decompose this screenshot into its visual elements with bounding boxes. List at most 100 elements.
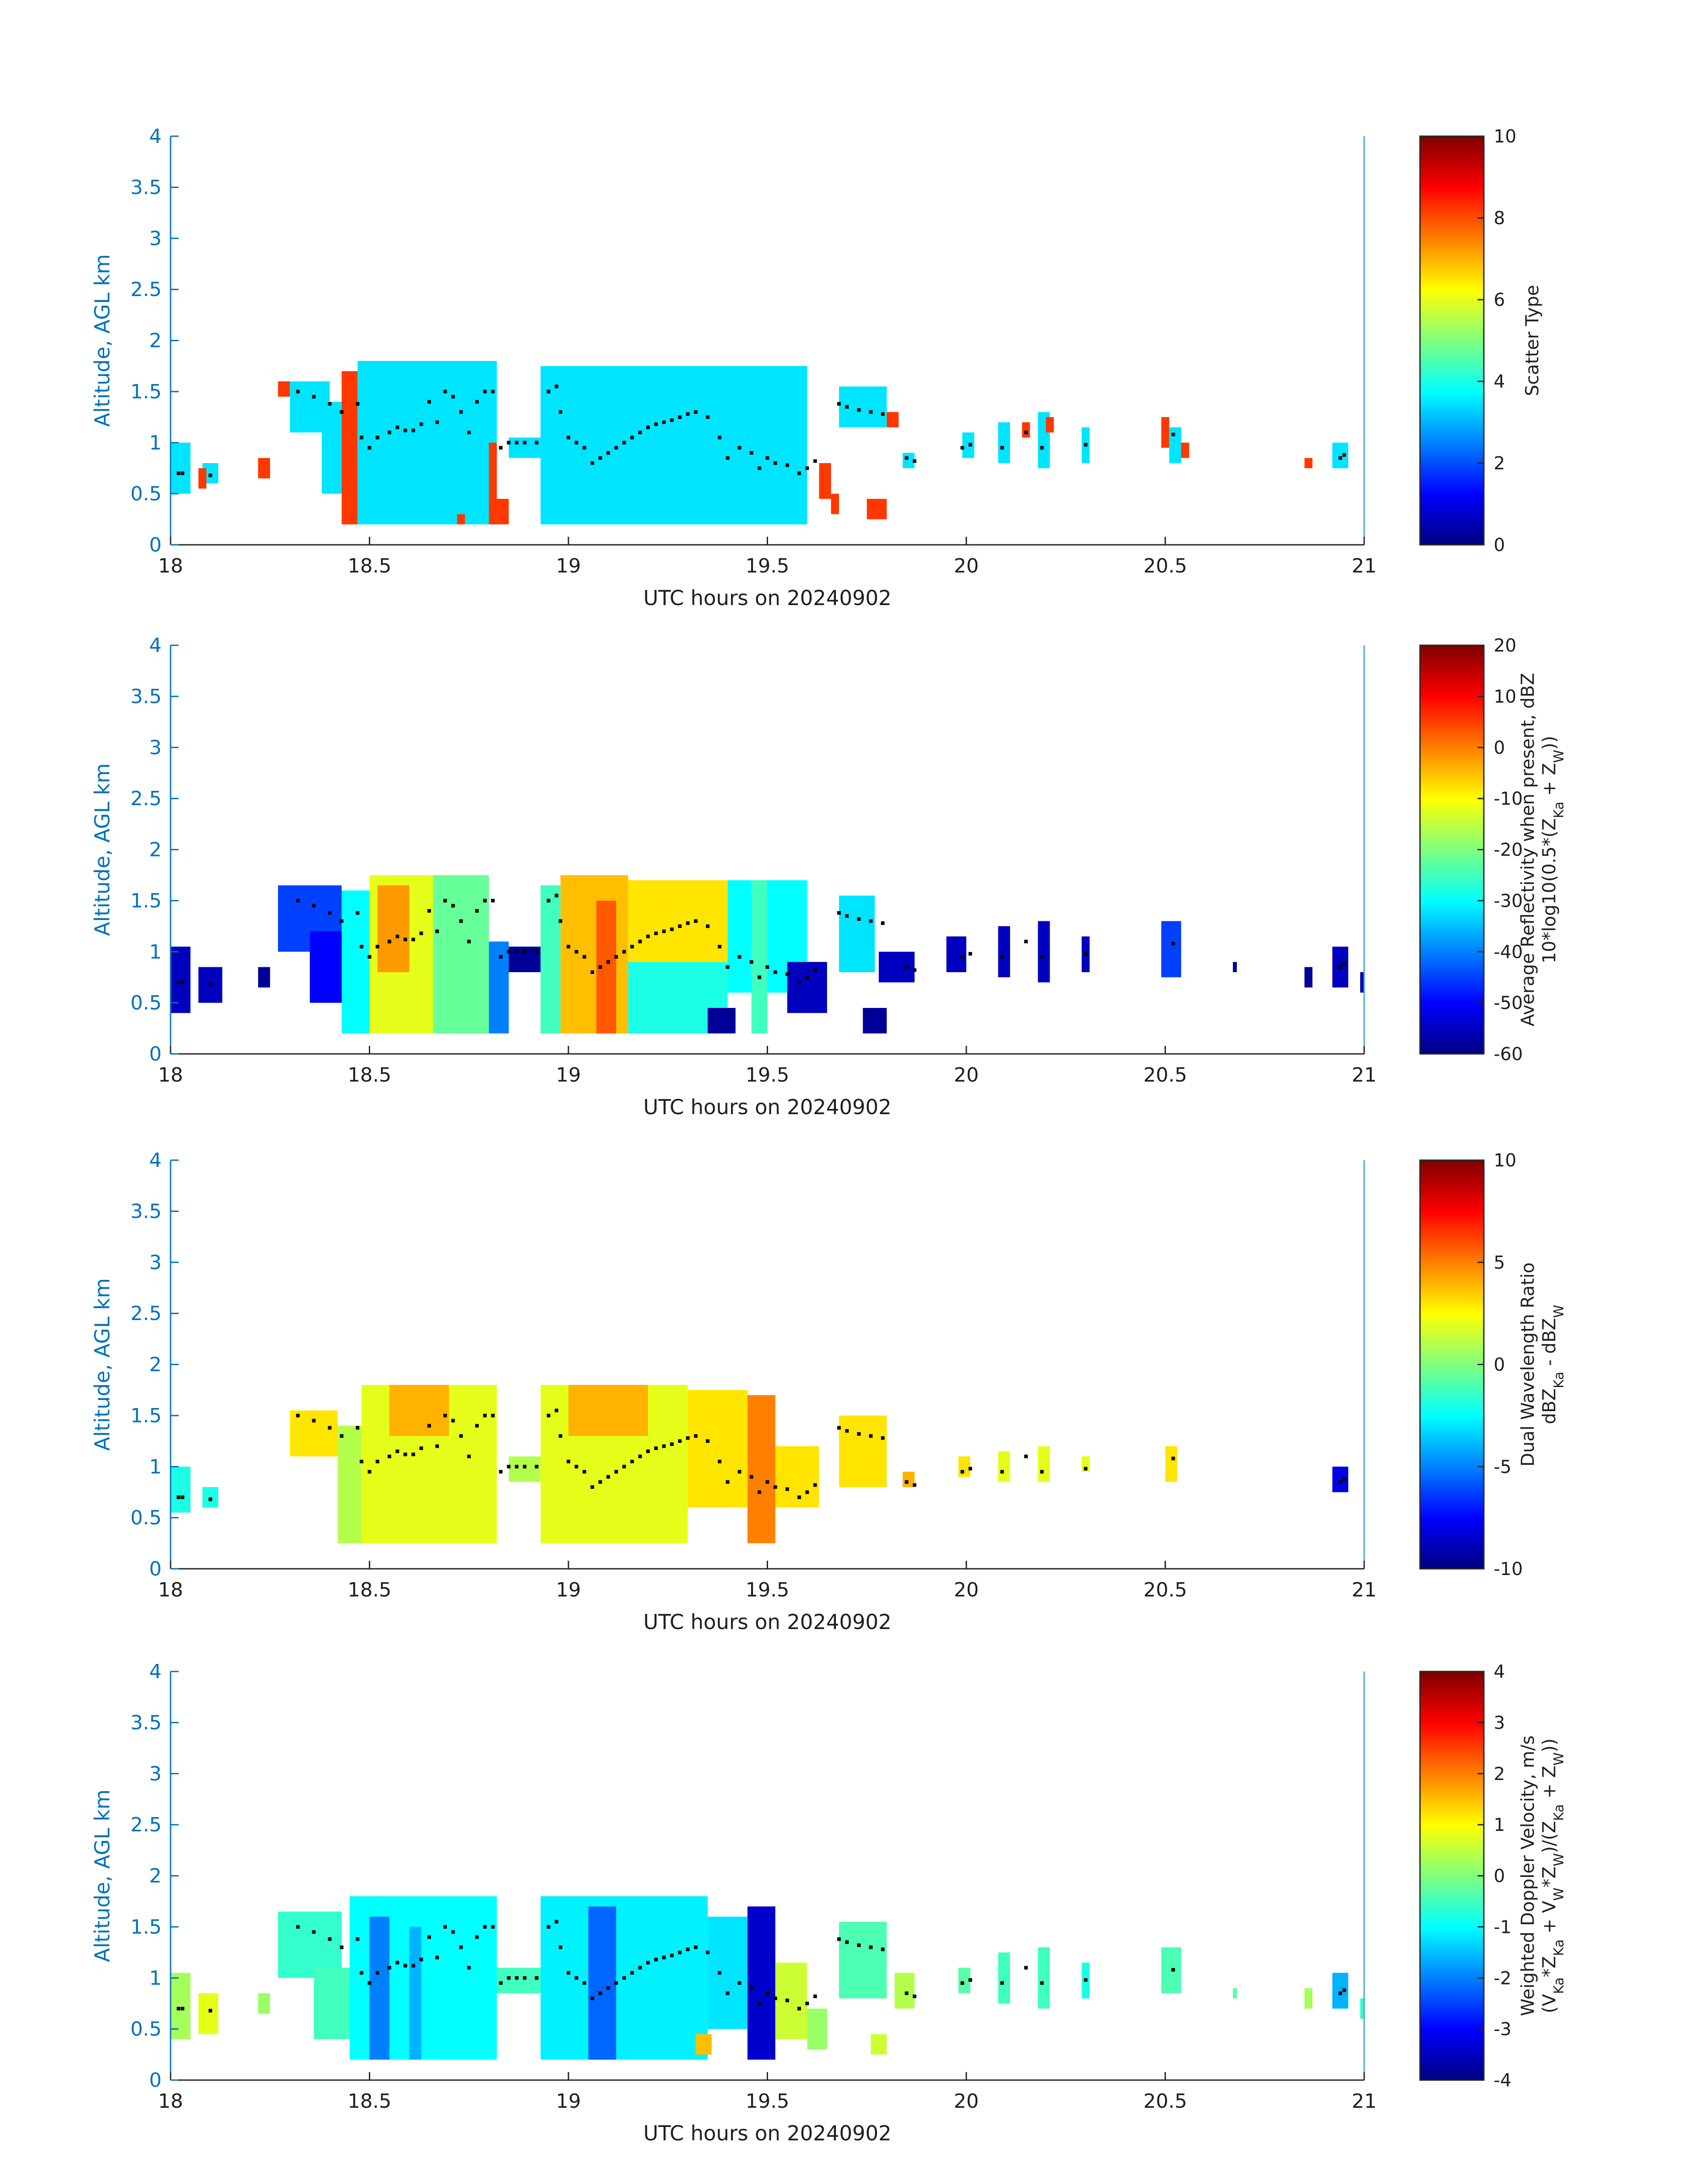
colorbar-step [1420, 501, 1484, 504]
colorbar-step [1420, 1387, 1484, 1389]
overlay-point-59 [797, 2006, 801, 2010]
colorbar-step [1420, 830, 1484, 833]
colorbar-tick-label: 2 [1494, 1764, 1505, 1784]
colorbar-step [1420, 1245, 1484, 1247]
colorbar-step [1420, 1049, 1484, 1051]
colorbar-step [1420, 758, 1484, 761]
overlay-point-8 [359, 944, 363, 949]
colorbar-step [1420, 2042, 1484, 2044]
colorbar-step [1420, 1372, 1484, 1375]
overlay-point-30 [547, 389, 551, 393]
colorbar-step [1420, 176, 1484, 178]
colorbar-step [1420, 2000, 1484, 2002]
colorbar-step [1420, 728, 1484, 731]
data-cell-6 [509, 1456, 541, 1482]
x-tick-label: 20 [954, 1064, 979, 1086]
colorbar-step [1420, 873, 1484, 876]
overlay-point-13 [403, 1452, 407, 1456]
data-cell-12 [839, 1415, 887, 1487]
colorbar-step [1420, 309, 1484, 311]
colorbar-step [1420, 983, 1484, 986]
colorbar-step [1420, 1232, 1484, 1234]
overlay-point-50 [706, 415, 710, 419]
colorbar-step [1420, 1959, 1484, 1961]
colorbar-step [1420, 1907, 1484, 1910]
colorbar-step [1420, 725, 1484, 727]
colorbar-step [1420, 956, 1484, 959]
overlay-point-33 [567, 435, 570, 439]
overlay-point-7 [355, 402, 359, 406]
colorbar-step [1420, 414, 1484, 416]
colorbar-step [1420, 192, 1484, 194]
data-cell-19 [958, 1968, 970, 1993]
overlay-point-60 [805, 466, 809, 470]
colorbar-step [1420, 1471, 1484, 1474]
colorbar-step [1420, 1564, 1484, 1566]
colorbar-step [1420, 240, 1484, 242]
colorbar-step [1420, 1452, 1484, 1454]
panel-doppler-velocity: 18 18.5 19 19.5 20 20.5 2100.511.522.533.54UTC… [90, 1660, 1567, 2145]
x-tick-label: 20 [954, 555, 979, 577]
colorbar-step [1420, 380, 1484, 383]
colorbar-step [1420, 198, 1484, 201]
colorbar-step [1420, 347, 1484, 349]
colorbar-step [1420, 1847, 1484, 1849]
overlay-point-54 [749, 960, 753, 964]
colorbar-step [1420, 1904, 1484, 1907]
x-tick-label: 21 [1352, 1064, 1377, 1086]
colorbar-step [1420, 1333, 1484, 1335]
colorbar-step [1420, 1479, 1484, 1482]
colorbar-step [1420, 410, 1484, 413]
overlay-point-55 [757, 466, 761, 470]
overlay-point-33 [567, 944, 570, 949]
y-axis-label: Altitude, AGL km [90, 763, 114, 936]
colorbar-step [1420, 404, 1484, 407]
colorbar-step [1420, 1956, 1484, 1958]
colorbar-step [1420, 1503, 1484, 1506]
colorbar-step [1420, 241, 1484, 244]
colorbar-step [1420, 1423, 1484, 1426]
colorbar-step [1420, 1310, 1484, 1312]
colorbar-step [1420, 245, 1484, 247]
colorbar-step [1420, 1998, 1484, 2001]
x-tick-label: 21 [1352, 1579, 1377, 1601]
colorbar-step [1420, 722, 1484, 724]
colorbar-step [1420, 1243, 1484, 1245]
colorbar-step [1420, 379, 1484, 381]
colorbar-step [1420, 1434, 1484, 1437]
colorbar-tick-label: -2 [1494, 1968, 1512, 1989]
overlay-point-27 [515, 1465, 519, 1469]
colorbar-step [1420, 1915, 1484, 1918]
overlay-point-47 [678, 1951, 682, 1955]
colorbar-step [1420, 1799, 1484, 1801]
colorbar-step [1420, 1848, 1484, 1851]
colorbar-step [1420, 438, 1484, 440]
colorbar-step [1420, 1246, 1484, 1249]
colorbar-step [1420, 1281, 1484, 1284]
overlay-point-56 [765, 1991, 769, 1995]
overlay-point-42 [638, 940, 642, 944]
overlay-point-27 [515, 950, 519, 954]
data-cell-25 [1038, 921, 1050, 982]
colorbar-step [1420, 399, 1484, 402]
colorbar-step [1420, 227, 1484, 230]
colorbar-step [1420, 1764, 1484, 1766]
x-tick-label: 19.5 [746, 2090, 789, 2113]
colorbar-step [1420, 1361, 1484, 1363]
colorbar-step [1420, 915, 1484, 917]
colorbar-step [1420, 1455, 1484, 1458]
colorbar-step [1420, 2010, 1484, 2012]
colorbar-step [1420, 709, 1484, 711]
overlay-point-3 [296, 898, 300, 903]
colorbar-step [1420, 1391, 1484, 1394]
colorbar-step [1420, 364, 1484, 367]
colorbar-step [1420, 653, 1484, 656]
y-tick-label: 1 [149, 431, 162, 454]
colorbar-step [1420, 406, 1484, 408]
colorbar-step [1420, 1264, 1484, 1266]
colorbar-step [1420, 1837, 1484, 1840]
x-tick-label: 21 [1352, 555, 1377, 577]
overlay-point-41 [630, 944, 634, 949]
